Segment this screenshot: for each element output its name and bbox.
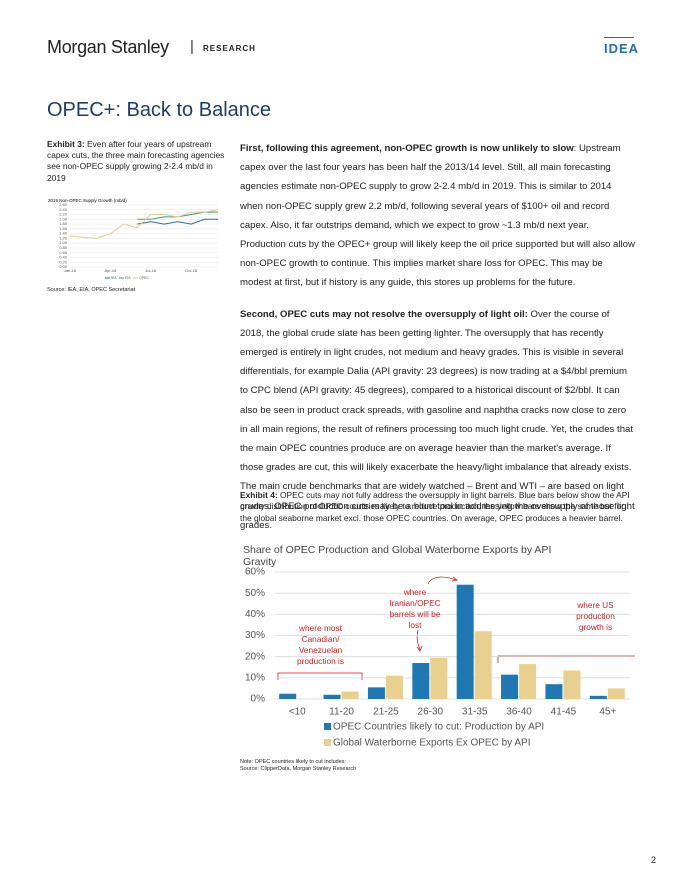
- y-tick-label: 0.60: [59, 250, 68, 255]
- paragraph: First, following this agreement, non-OPE…: [240, 139, 635, 293]
- exhibit4-caption: Exhibit 4: OPEC cuts may not fully addre…: [240, 490, 632, 524]
- y-tick-label: 0.00: [59, 264, 68, 269]
- y-tick-label: 0.40: [59, 255, 68, 260]
- x-tick-label: 31-35: [462, 707, 488, 718]
- annotation: where most Canadian/ Venezuelan producti…: [296, 623, 345, 666]
- bar: [385, 675, 403, 699]
- bar: [323, 694, 341, 699]
- source: Source: ClipperData, Morgan Stanley Rese…: [240, 766, 357, 772]
- page-title: OPEC+: Back to Balance: [47, 99, 272, 121]
- arrow-head: [451, 576, 458, 582]
- section: RESEARCH: [203, 44, 256, 53]
- legend-label: Global Waterborne Exports Ex OPEC by API: [333, 738, 531, 749]
- x-tick-label: 26-30: [418, 707, 444, 718]
- tag-rule: [604, 37, 634, 38]
- page-number: 2: [651, 855, 657, 865]
- y-tick-label: 50%: [245, 588, 265, 599]
- legend-label: IEA: [111, 276, 117, 280]
- divider: |: [190, 38, 194, 55]
- y-tick-label: 1.80: [59, 221, 68, 226]
- x-tick-label: Apr-18: [104, 268, 117, 273]
- y-tick-label: 60%: [245, 567, 265, 578]
- exhibit3-chart: 2019 Non-OPEC Supply Growth (mb/d) 0.000…: [48, 198, 219, 280]
- y-tick-label: 1.00: [59, 240, 68, 245]
- bar: [367, 687, 385, 699]
- bar: [563, 670, 581, 699]
- y-tick-label: 20%: [245, 651, 265, 662]
- bar: [589, 695, 607, 699]
- exhibit3-caption: Exhibit 3: Even after four years of upst…: [47, 139, 227, 184]
- bar: [474, 631, 492, 699]
- y-tick-label: 1.20: [59, 235, 68, 240]
- bar: [279, 693, 297, 699]
- x-tick-label: Jul-18: [145, 268, 157, 273]
- lead: Second, OPEC cuts may not resolve the ov…: [240, 308, 528, 320]
- x-tick-label: Jan-18: [64, 268, 77, 273]
- y-tick-label: 2.20: [59, 212, 68, 217]
- x-tick-label: 21-25: [373, 707, 399, 718]
- bar: [545, 684, 563, 699]
- arrow: [416, 629, 421, 651]
- annotation: where US production growth is: [576, 600, 615, 632]
- bar: [430, 657, 448, 699]
- y-tick-label: 1.60: [59, 226, 68, 231]
- x-tick-label: <10: [289, 707, 306, 718]
- line: [137, 218, 218, 225]
- chart-title: 2019 Non-OPEC Supply Growth (mb/d): [48, 198, 127, 203]
- y-tick-label: 0%: [251, 694, 266, 705]
- y-tick-label: 0.80: [59, 245, 68, 250]
- exhibit-label: Exhibit 3:: [47, 139, 85, 149]
- exhibit-label: Exhibit 4:: [240, 490, 278, 500]
- bar: [456, 584, 474, 699]
- y-tick-label: 2.60: [59, 202, 68, 207]
- x-tick-label: 11-20: [329, 707, 354, 718]
- chart-title: Share of OPEC Production and Global Wate…: [243, 544, 552, 568]
- bar: [607, 688, 625, 699]
- text: Over the course of 2018, the global crud…: [240, 308, 635, 531]
- line: [69, 209, 219, 239]
- x-tick-label: 45+: [599, 707, 616, 718]
- arrow: [427, 576, 457, 585]
- annotation: where Iranian/OPEC barrels will be lost: [389, 587, 441, 630]
- brand: Morgan Stanley: [47, 37, 169, 57]
- x-tick-label: 41-45: [551, 707, 577, 718]
- y-tick-label: 30%: [245, 630, 265, 641]
- lead: First, following this agreement, non-OPE…: [240, 143, 574, 154]
- exhibit4-chart: 0% 10% 20% 30% 40% 50% 60% <10 11-20 21-25 26-30 31…: [245, 567, 635, 749]
- arrow-head: [416, 645, 423, 652]
- x-tick-label: Oct-18: [185, 268, 198, 273]
- legend-label: OPEC Countries likely to cut: Production…: [333, 722, 544, 733]
- bar: [501, 674, 519, 699]
- source: Source: IEA, EIA, OPEC Secretariat: [47, 287, 136, 293]
- y-tick-label: 1.40: [59, 231, 68, 236]
- bracket: [277, 672, 363, 680]
- legend-swatch: [324, 739, 331, 746]
- y-tick-label: 40%: [245, 609, 265, 620]
- y-tick-label: 2.40: [59, 207, 68, 212]
- y-tick-label: 0.20: [59, 259, 68, 264]
- caption: Even after four years of upstream capex …: [47, 139, 225, 183]
- bar: [412, 663, 430, 699]
- annotation-marks: [277, 576, 635, 680]
- x-tick-label: 36-40: [506, 707, 532, 718]
- legend-label: OPEC: [139, 276, 149, 280]
- paragraph: Second, OPEC cuts may not resolve the ov…: [240, 305, 635, 535]
- note: Note: OPEC countries likely to cut inclu…: [240, 759, 347, 765]
- y-tick-label: 10%: [245, 672, 265, 683]
- text: : Upstream capex over the last four year…: [240, 143, 635, 289]
- bar: [341, 691, 359, 699]
- y-tick-label: 2.00: [59, 216, 68, 221]
- body: First, following this agreement, non-OPE…: [240, 139, 635, 535]
- bar: [519, 664, 537, 699]
- caption: OPEC cuts may not fully address the over…: [240, 490, 630, 523]
- legend-label: EIA: [125, 276, 131, 280]
- bracket: [497, 655, 635, 663]
- tag: IDEA: [604, 41, 640, 56]
- legend-swatch: [324, 723, 331, 730]
